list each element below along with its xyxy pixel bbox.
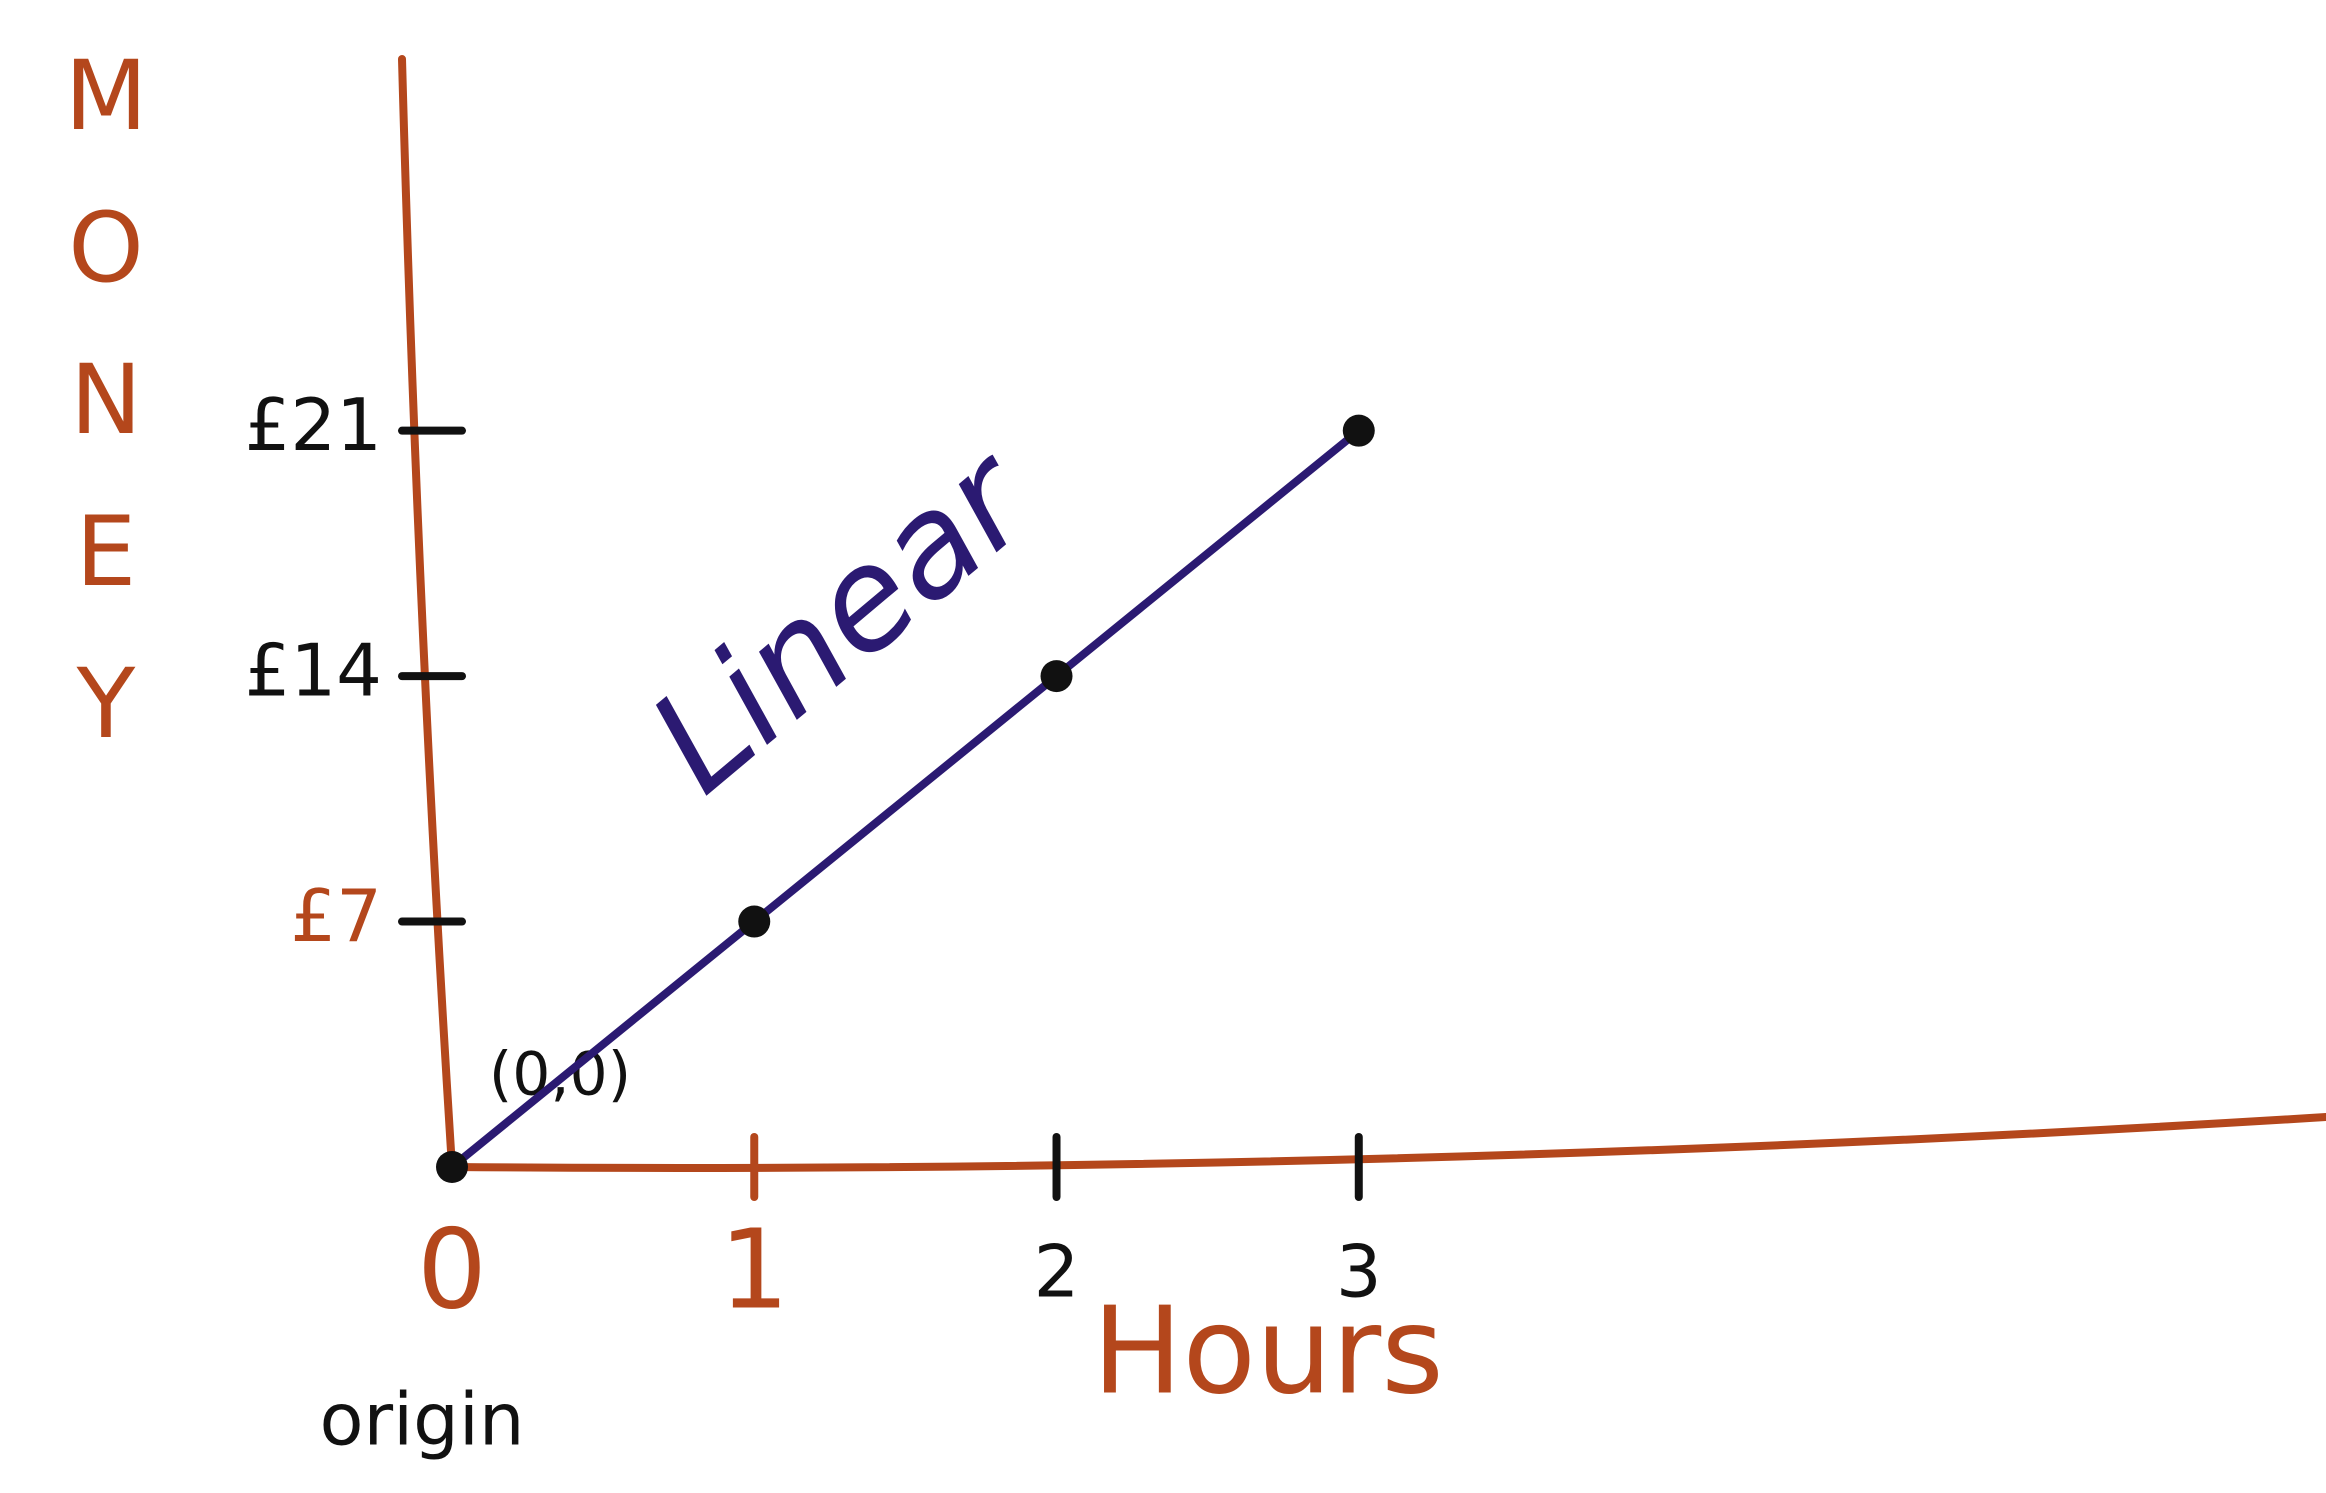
point (436, 1151, 468, 1183)
x-axis (448, 1113, 2326, 1172)
point (1342, 414, 1375, 447)
annotation: origin (320, 1378, 525, 1462)
y-axis (398, 55, 456, 1171)
line (448, 426, 1363, 1171)
point (738, 905, 771, 938)
x-tick-label: 3 (1336, 1230, 1382, 1314)
x-axis-title: Hours (1092, 1283, 1444, 1422)
y-tick-label: £7 (290, 874, 382, 958)
x-tick-label: 0 (417, 1205, 487, 1333)
point (1040, 660, 1073, 693)
y-axis-title: MONEY (50, 40, 162, 800)
x-tick-label: 2 (1034, 1230, 1080, 1314)
x-tick-label: 1 (719, 1205, 789, 1333)
y-tick-label: £14 (245, 629, 382, 713)
y-tick-label: £21 (245, 383, 382, 467)
series-label: Linear (621, 415, 1065, 824)
